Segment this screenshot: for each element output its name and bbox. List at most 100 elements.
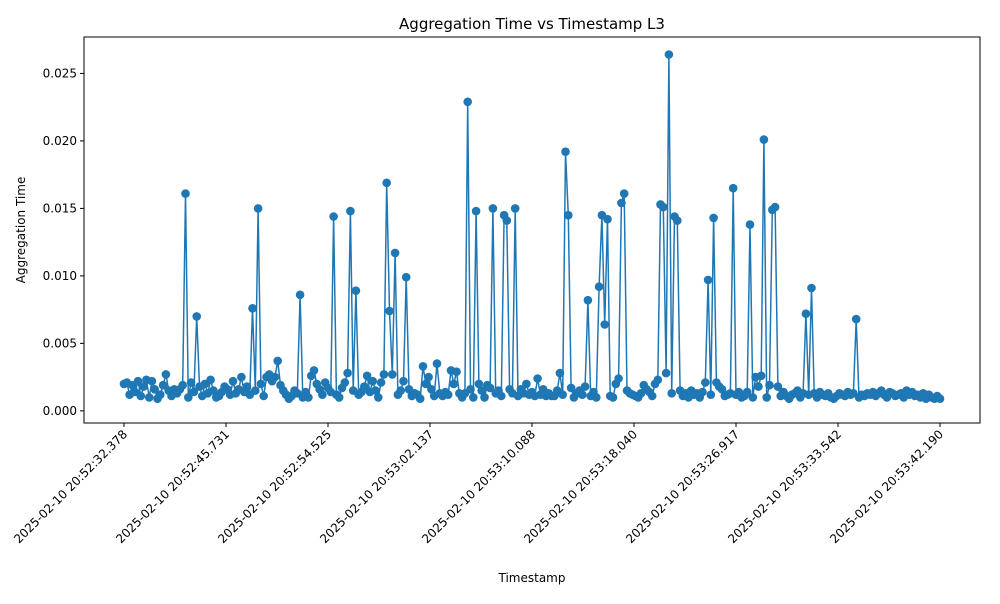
data-point (415, 394, 425, 404)
data-point (259, 391, 269, 401)
data-point (144, 393, 154, 402)
data-point (522, 379, 531, 389)
data-point (242, 382, 252, 391)
data-point (583, 295, 593, 305)
x-axis-label: Timestamp (498, 571, 566, 585)
data-point (351, 286, 361, 296)
data-point (555, 368, 565, 378)
data-point (497, 391, 506, 401)
data-point (396, 386, 406, 395)
data-point (703, 275, 713, 285)
data-point (368, 376, 378, 386)
data-point (617, 198, 626, 208)
data-point (443, 390, 453, 400)
data-point (717, 385, 727, 394)
data-point (374, 393, 383, 402)
data-point (502, 216, 512, 225)
data-point (424, 372, 433, 382)
data-point (161, 370, 171, 379)
data-point (158, 380, 168, 390)
data-point (463, 97, 473, 107)
data-point (661, 368, 671, 378)
data-point (401, 272, 411, 282)
data-point (807, 283, 816, 293)
data-point (304, 393, 313, 402)
data-point (449, 379, 459, 389)
data-point (295, 290, 305, 300)
data-point (388, 370, 397, 379)
data-point (608, 393, 618, 402)
data-point (566, 383, 576, 393)
data-point (248, 304, 257, 313)
data-point (385, 306, 394, 316)
data-point (558, 390, 567, 400)
data-point (309, 366, 319, 375)
data-point (346, 206, 355, 216)
y-axis: 0.000 0.005 0.010 0.015 0.020 0.025 (43, 66, 84, 418)
data-point (379, 370, 389, 379)
data-point (765, 380, 774, 390)
data-point (270, 372, 280, 382)
data-point (178, 380, 187, 390)
data-point (594, 282, 604, 292)
data-point (209, 386, 218, 395)
data-point (762, 393, 771, 402)
data-point (851, 314, 861, 324)
data-point (614, 374, 623, 383)
data-point (206, 375, 215, 385)
data-point (742, 387, 752, 397)
y-tick-label: 0.010 (43, 269, 77, 283)
data-point (136, 391, 146, 401)
data-point (485, 383, 495, 393)
data-point (251, 386, 260, 395)
y-tick-label: 0.015 (43, 201, 77, 215)
data-point (561, 147, 570, 156)
data-point (469, 393, 478, 402)
data-point (147, 376, 157, 386)
data-point (228, 376, 238, 386)
data-point (390, 248, 400, 258)
data-point (156, 390, 165, 400)
data-point (709, 213, 718, 223)
data-point (488, 204, 498, 213)
data-point (371, 386, 380, 395)
data-point (360, 382, 369, 391)
data-point (139, 382, 148, 391)
y-axis-label: Aggregation Time (14, 177, 28, 284)
data-point (477, 386, 487, 395)
y-tick-label: 0.000 (43, 404, 77, 418)
data-point (273, 356, 283, 366)
data-point (770, 202, 780, 212)
data-point (745, 220, 755, 229)
data-point (186, 378, 196, 387)
data-point (659, 202, 668, 212)
data-point (667, 389, 676, 398)
data-point (318, 390, 327, 400)
data-point (343, 368, 352, 378)
data-point (592, 393, 601, 402)
data-point (376, 378, 386, 387)
data-point (533, 374, 542, 383)
data-point (192, 312, 201, 321)
data-point (189, 387, 199, 397)
data-point (773, 382, 783, 391)
data-point (471, 206, 481, 216)
chart-title: Aggregation Time vs Timestamp L3 (399, 15, 665, 33)
data-point (748, 393, 758, 402)
data-point (698, 387, 707, 397)
data-point (706, 390, 716, 400)
data-point (619, 189, 629, 198)
data-point (801, 309, 811, 319)
data-point (474, 379, 484, 389)
data-point (701, 378, 710, 387)
data-point (133, 376, 143, 386)
data-point (181, 189, 190, 198)
data-point (647, 391, 657, 401)
y-tick-label: 0.005 (43, 336, 77, 350)
data-point (256, 379, 266, 389)
data-point (334, 393, 344, 402)
data-point (664, 50, 674, 59)
data-point (340, 378, 350, 387)
data-point (184, 393, 193, 402)
